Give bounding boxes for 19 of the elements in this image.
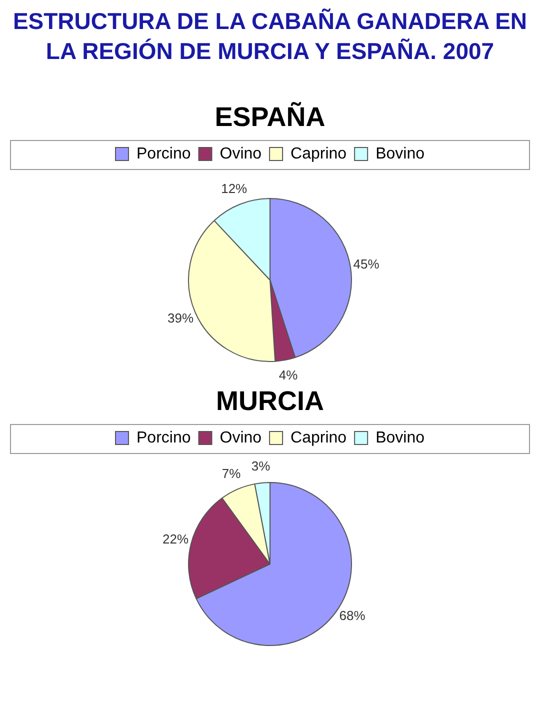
data-label: 7% — [222, 466, 242, 482]
legend-label: Porcino — [136, 429, 191, 446]
legend-label: Bovino — [376, 145, 425, 162]
data-label: 4% — [278, 367, 298, 382]
legend-label: Bovino — [376, 429, 425, 446]
chart-subtitle: ESPAÑA — [214, 101, 326, 134]
data-label: 12% — [221, 180, 248, 196]
data-label: 45% — [353, 256, 380, 272]
legend-label: Caprino — [290, 145, 347, 162]
legend-label: Ovino — [220, 429, 262, 446]
data-label: 68% — [339, 608, 366, 623]
legend-label: Porcino — [136, 145, 191, 162]
legend-label: Caprino — [290, 429, 347, 446]
data-label: 22% — [162, 531, 190, 546]
chart-title: MURCIA — [215, 385, 325, 418]
chart-title: ESTRUCTURA DE LA CABAÑA GANADERA EN LA REGIÓN DE MURCIA Y ESPAÑA. 2007 — [12, 7, 528, 66]
data-label: 39% — [168, 310, 194, 326]
data-label: 3% — [251, 458, 271, 474]
legend-label: Ovino — [220, 145, 262, 162]
